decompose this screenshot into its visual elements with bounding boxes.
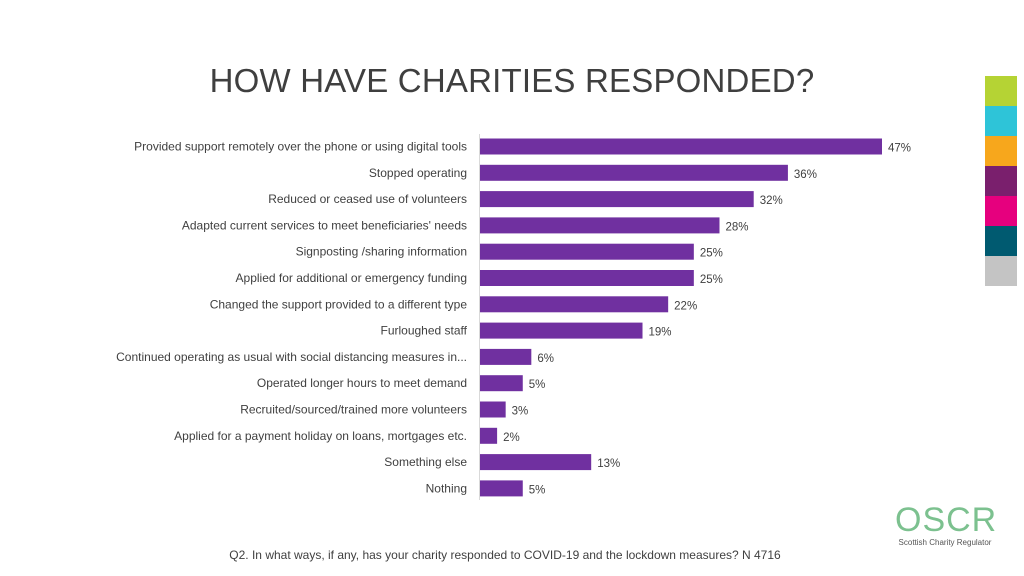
category-label: Reduced or ceased use of volunteers (268, 192, 467, 206)
bar (480, 243, 694, 260)
value-label: 2% (503, 432, 520, 444)
bar (480, 296, 669, 313)
category-label: Applied for a payment holiday on loans, … (174, 429, 467, 443)
value-label: 5% (529, 379, 546, 391)
bar (480, 138, 882, 155)
survey-question-footnote: Q2. In what ways, if any, has your chari… (229, 548, 781, 562)
value-label: 19% (649, 327, 672, 339)
bar (480, 348, 532, 365)
category-label: Nothing (426, 481, 467, 495)
value-label: 5% (529, 484, 546, 496)
brand-color-swatch (985, 166, 1017, 196)
brand-color-swatch (985, 136, 1017, 166)
value-label: 22% (674, 300, 697, 312)
page-title: HOW HAVE CHARITIES RESPONDED? (209, 62, 815, 99)
value-label: 3% (512, 406, 529, 418)
category-label: Adapted current services to meet benefic… (182, 218, 467, 232)
value-label: 36% (794, 169, 817, 181)
bar (480, 191, 754, 208)
value-label: 13% (597, 458, 620, 470)
logo-subtitle: Scottish Charity Regulator (898, 538, 992, 547)
bar (480, 375, 523, 392)
logo-wordmark: OSCR (895, 501, 998, 539)
value-label: 28% (725, 221, 748, 233)
value-label: 32% (760, 195, 783, 207)
category-label: Operated longer hours to meet demand (257, 376, 467, 390)
category-label: Recruited/sourced/trained more volunteer… (240, 403, 467, 417)
brand-color-swatch (985, 226, 1017, 256)
bar (480, 427, 498, 444)
category-label: Provided support remotely over the phone… (134, 140, 467, 154)
bar (480, 322, 643, 339)
brand-color-swatch (985, 196, 1017, 226)
brand-color-swatch (985, 106, 1017, 136)
bar (480, 480, 523, 497)
value-label: 47% (888, 143, 911, 155)
category-label: Changed the support provided to a differ… (210, 297, 468, 311)
value-label: 6% (537, 353, 554, 365)
brand-color-swatch (985, 256, 1017, 286)
value-label: 25% (700, 274, 723, 286)
brand-color-strip (985, 76, 1017, 286)
category-label: Stopped operating (369, 166, 467, 180)
bar (480, 217, 720, 234)
bar (480, 454, 592, 471)
bar (480, 164, 788, 181)
category-label: Signposting /sharing information (296, 245, 467, 259)
bar (480, 270, 694, 286)
bar (480, 401, 506, 418)
category-label: Continued operating as usual with social… (116, 350, 467, 364)
oscr-logo: OSCR Scottish Charity Regulator (895, 501, 998, 547)
category-label: Something else (384, 455, 467, 469)
category-label: Furloughed staff (380, 324, 467, 338)
category-label: Applied for additional or emergency fund… (236, 271, 467, 285)
brand-color-swatch (985, 76, 1017, 106)
value-label: 25% (700, 248, 723, 260)
